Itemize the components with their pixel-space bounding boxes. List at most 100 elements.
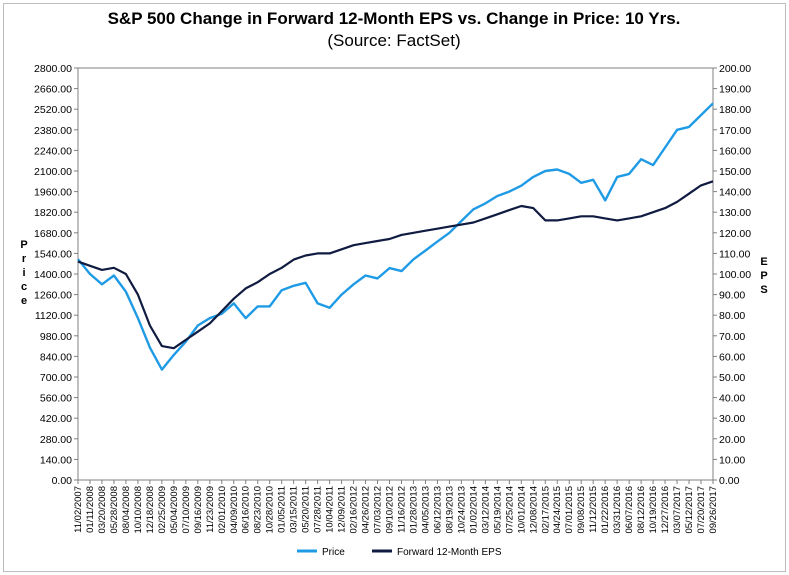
y2-axis-label-letter: P bbox=[760, 270, 767, 282]
y-tick-label: 420.00 bbox=[40, 413, 72, 425]
y-tick-label: 2660.00 bbox=[34, 84, 72, 96]
y-axis-label-letter: i bbox=[22, 267, 25, 279]
x-tick-label: 04/24/2015 bbox=[552, 486, 563, 534]
x-tick-label: 01/11/2008 bbox=[85, 486, 96, 533]
y-tick-label: 2380.00 bbox=[34, 125, 72, 137]
x-tick-label: 09/16/2009 bbox=[193, 486, 204, 534]
x-tick-label: 06/07/2016 bbox=[624, 486, 635, 534]
y2-tick-label: 90.00 bbox=[719, 290, 745, 302]
y2-tick-label: 110.00 bbox=[719, 248, 750, 260]
x-tick-label: 06/16/2010 bbox=[241, 486, 252, 534]
x-tick-label: 09/10/2012 bbox=[385, 486, 396, 534]
x-tick-label: 05/12/2017 bbox=[684, 486, 695, 534]
legend-label-eps: Forward 12-Month EPS bbox=[397, 547, 502, 558]
x-tick-label: 05/28/2008 bbox=[109, 486, 120, 534]
y2-tick-label: 150.00 bbox=[719, 166, 751, 178]
x-tick-label: 12/18/2008 bbox=[145, 486, 156, 534]
y-tick-label: 1680.00 bbox=[34, 228, 72, 240]
x-tick-label: 03/15/2011 bbox=[289, 486, 300, 533]
x-tick-label: 01/28/2013 bbox=[408, 486, 419, 534]
x-tick-label: 03/20/2008 bbox=[97, 486, 108, 534]
y2-tick-label: 200.00 bbox=[719, 63, 751, 75]
y-tick-label: 2100.00 bbox=[34, 166, 72, 178]
x-tick-label: 10/01/2014 bbox=[516, 486, 527, 534]
y-tick-label: 2520.00 bbox=[34, 104, 72, 116]
x-tick-label: 10/24/2013 bbox=[456, 486, 467, 534]
y-tick-label: 0.00 bbox=[52, 475, 73, 487]
x-tick-label: 11/16/2012 bbox=[396, 486, 407, 533]
y-tick-label: 2800.00 bbox=[34, 63, 72, 75]
plot-area: 0.00 140.00 280.00 420.00 560.00 700.00 840.00… bbox=[20, 63, 767, 534]
x-tick-label: 09/26/2017 bbox=[708, 486, 719, 534]
x-tick-label: 12/08/2014 bbox=[528, 486, 539, 534]
y2-tick-label: 160.00 bbox=[719, 145, 751, 157]
x-tick-label: 11/23/2009 bbox=[205, 486, 216, 533]
y-tick-label: 1820.00 bbox=[34, 207, 72, 219]
x-tick-label: 07/01/2015 bbox=[564, 486, 575, 534]
x-tick-label: 12/27/2016 bbox=[660, 486, 671, 534]
y2-tick-label: 10.00 bbox=[719, 454, 745, 466]
x-tick-label: 08/19/2013 bbox=[444, 486, 455, 534]
legend: Price Forward 12-Month EPS bbox=[297, 547, 502, 558]
x-tick-label: 10/28/2010 bbox=[265, 486, 276, 534]
x-tick-label: 11/12/2015 bbox=[588, 486, 599, 533]
y2-tick-label: 120.00 bbox=[719, 228, 751, 240]
x-tick-label: 03/31/2016 bbox=[612, 486, 623, 534]
x-tick-label: 04/05/2013 bbox=[420, 486, 431, 534]
y-axis-label-letter: P bbox=[20, 239, 27, 251]
x-tick-label: 03/07/2017 bbox=[672, 486, 683, 534]
x-tick-label: 01/05/2011 bbox=[277, 486, 288, 533]
y-tick-label: 1400.00 bbox=[34, 269, 72, 281]
y-tick-label: 560.00 bbox=[40, 393, 72, 405]
series-line-price bbox=[77, 102, 714, 371]
x-tick-label: 04/26/2012 bbox=[361, 486, 372, 534]
x-tick-label: 09/08/2015 bbox=[576, 486, 587, 534]
y2-tick-label: 140.00 bbox=[719, 187, 751, 199]
x-tick-label: 10/19/2016 bbox=[648, 486, 659, 534]
y2-tick-label: 80.00 bbox=[719, 310, 745, 322]
x-tick-label: 07/28/2011 bbox=[313, 486, 324, 533]
x-tick-label: 01/22/2016 bbox=[600, 486, 611, 534]
x-tick-label: 02/01/2010 bbox=[217, 486, 228, 534]
y2-tick-label: 20.00 bbox=[719, 434, 745, 446]
x-tick-label: 08/12/2016 bbox=[636, 486, 647, 534]
x-tick-label: 10/10/2008 bbox=[133, 486, 144, 534]
y-axis-label-letter: e bbox=[21, 295, 27, 307]
x-tick-label: 05/19/2014 bbox=[492, 486, 503, 534]
x-tick-label: 07/25/2014 bbox=[504, 486, 515, 534]
y2-tick-label: 100.00 bbox=[719, 269, 751, 281]
y2-tick-label: 180.00 bbox=[719, 104, 751, 116]
legend-label-price: Price bbox=[322, 547, 345, 558]
y-tick-label: 280.00 bbox=[40, 434, 72, 446]
x-tick-label: 02/25/2009 bbox=[157, 486, 168, 534]
y-axis-label-letter: r bbox=[22, 253, 27, 265]
series-line-eps bbox=[77, 180, 714, 350]
y2-tick-label: 60.00 bbox=[719, 351, 745, 363]
y-tick-label: 1260.00 bbox=[34, 290, 72, 302]
x-tick-label: 01/02/2014 bbox=[468, 486, 479, 534]
y2-axis-label-letter: S bbox=[760, 284, 767, 296]
y-tick-label: 1960.00 bbox=[34, 187, 72, 199]
chart-title: S&P 500 Change in Forward 12-Month EPS v… bbox=[108, 9, 681, 28]
y2-tick-label: 130.00 bbox=[719, 207, 751, 219]
x-tick-label: 05/04/2009 bbox=[169, 486, 180, 534]
chart-subtitle: (Source: FactSet) bbox=[327, 31, 460, 50]
x-tick-label: 04/09/2010 bbox=[229, 486, 240, 534]
y-tick-label: 140.00 bbox=[40, 454, 72, 466]
x-tick-label: 08/04/2008 bbox=[121, 486, 132, 534]
x-tick-label: 07/03/2012 bbox=[373, 486, 384, 534]
y2-tick-label: 0.00 bbox=[719, 475, 740, 487]
x-tick-label: 02/16/2012 bbox=[349, 486, 360, 534]
x-tick-label: 12/09/2011 bbox=[337, 486, 348, 533]
x-tick-label: 07/10/2009 bbox=[181, 486, 192, 534]
y2-tick-label: 170.00 bbox=[719, 125, 751, 137]
x-tick-label: 02/17/2015 bbox=[540, 486, 551, 534]
y-tick-label: 1120.00 bbox=[35, 310, 72, 322]
x-tick-label: 07/20/2017 bbox=[696, 486, 707, 534]
y2-tick-label: 30.00 bbox=[719, 413, 745, 425]
y2-axis-label-letter: E bbox=[760, 256, 767, 268]
x-tick-label: 06/12/2013 bbox=[432, 486, 443, 534]
y2-tick-label: 190.00 bbox=[719, 84, 751, 96]
plot-border bbox=[77, 67, 714, 481]
y-tick-label: 840.00 bbox=[40, 351, 72, 363]
